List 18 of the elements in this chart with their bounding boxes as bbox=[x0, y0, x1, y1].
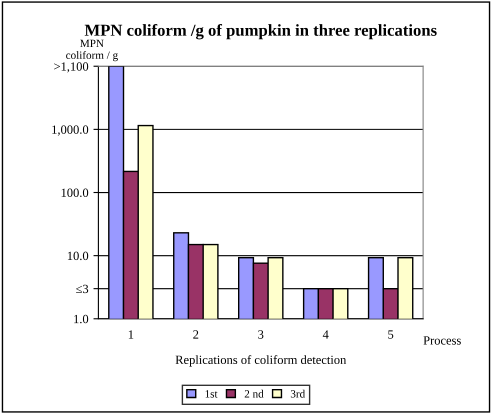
y-tick-label: >1,100 bbox=[54, 62, 88, 72]
legend-label: 3rd bbox=[290, 390, 306, 398]
x-tick-label: 2 bbox=[193, 330, 198, 339]
y-tick-label: 1,000.0 bbox=[52, 125, 88, 136]
legend-label: 2 nd bbox=[244, 390, 264, 398]
y-tick-label: 100.0 bbox=[62, 188, 88, 198]
chart-title: MPN coliform /g of pumpkin in three replications bbox=[84, 24, 437, 40]
x-tick-label: 4 bbox=[322, 330, 329, 339]
x-tick-label: 3 bbox=[258, 330, 264, 339]
x-axis-title: Replications of coliform detection bbox=[176, 355, 346, 367]
x-tick-label: 5 bbox=[388, 330, 394, 339]
legend-label: 1st bbox=[206, 390, 218, 398]
y-tick-label: 1.0 bbox=[74, 314, 88, 324]
x-tick-label: 1 bbox=[128, 330, 134, 339]
y-tick-label: 10.0 bbox=[68, 252, 88, 260]
y-axis-title: MPN coliform / g bbox=[66, 40, 118, 62]
text: Process bbox=[423, 336, 461, 345]
y-tick-label: ≤3 bbox=[76, 284, 88, 294]
